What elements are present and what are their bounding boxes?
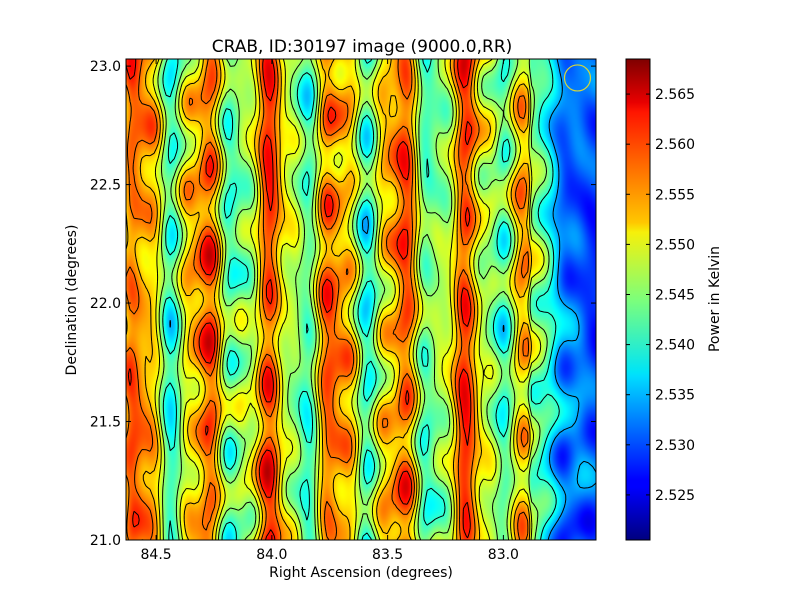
y-axis-label: Declination (degrees) — [64, 225, 80, 376]
colorbar-gradient — [625, 58, 651, 541]
contour-level — [126, 59, 532, 540]
colorbar-ticks: 2.525 2.530 2.535 2.540 2.545 2.550 2.555 2.560… — [626, 87, 695, 504]
contour-lines — [126, 59, 596, 540]
colorbar-tick-label: 2.545 — [655, 287, 695, 303]
x-axis-label: Right Ascension (degrees) — [269, 565, 453, 581]
x-tick-label: 84.5 — [141, 547, 172, 563]
y-axis-ticks: 21.0 21.5 22.0 22.5 23.0 — [90, 59, 596, 549]
y-tick-label: 21.5 — [90, 415, 121, 431]
contour-level — [126, 59, 529, 540]
heatmap-image — [126, 59, 596, 540]
contour-level — [152, 59, 545, 540]
colorbar-tick-label: 2.530 — [655, 438, 695, 454]
beam-marker — [563, 64, 592, 92]
colorbar-tick-label: 2.560 — [655, 137, 695, 153]
colorbar-tick-label: 2.550 — [655, 237, 695, 253]
contour-level — [157, 59, 550, 540]
y-tick-label: 23.0 — [90, 59, 121, 75]
x-tick-label: 83.0 — [488, 547, 519, 563]
y-tick-label: 21.0 — [90, 533, 121, 549]
colorbar-tick-label: 2.555 — [655, 187, 695, 203]
colorbar-tick-label: 2.540 — [655, 338, 695, 354]
plot-area: 84.5 84.0 83.5 83.0 21.0 21.5 22.0 22.5 23.0 — [90, 58, 597, 563]
colorbar-label: Power in Kelvin — [707, 246, 723, 352]
x-axis-ticks: 84.5 84.0 83.5 83.0 — [141, 59, 519, 563]
y-tick-label: 22.0 — [90, 296, 121, 312]
x-tick-label: 84.0 — [256, 547, 287, 563]
contour-level — [169, 59, 596, 540]
chart-title: CRAB, ID:30197 image (9000.0,RR) — [212, 37, 513, 57]
colorbar: 2.525 2.530 2.535 2.540 2.545 2.550 2.555 2.560… — [625, 58, 723, 541]
plot-frame — [125, 58, 597, 541]
colorbar-tick-label: 2.565 — [655, 87, 695, 103]
contour-level — [126, 59, 473, 540]
colorbar-tick-label: 2.525 — [655, 488, 695, 504]
colorbar-tick-label: 2.535 — [655, 388, 695, 404]
contour-level — [162, 59, 560, 540]
y-tick-label: 22.5 — [90, 178, 121, 194]
x-tick-label: 83.5 — [372, 547, 403, 563]
